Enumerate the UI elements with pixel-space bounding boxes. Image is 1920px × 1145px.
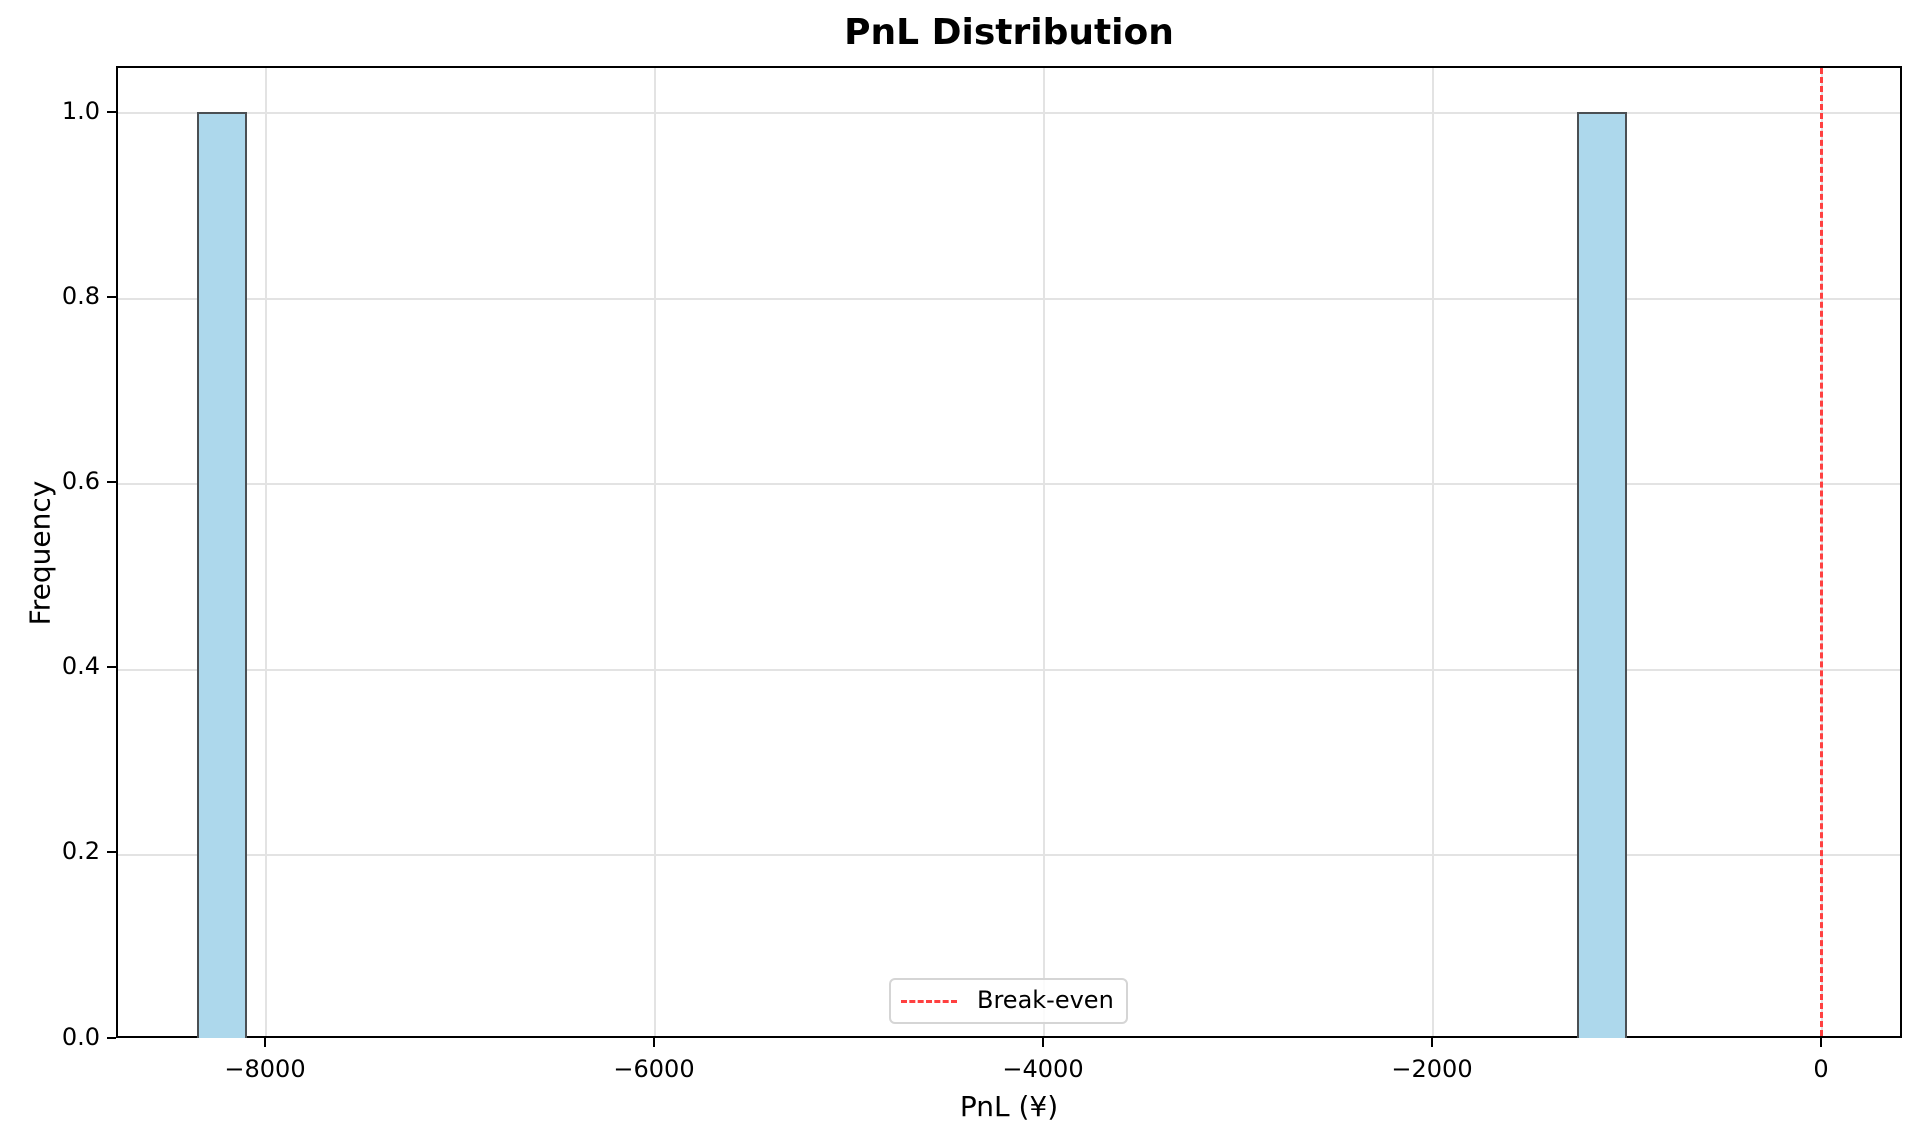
y-tick-label: 1.0 — [61, 97, 100, 125]
y-gridline — [118, 298, 1900, 300]
plot-area: Break-even — [116, 66, 1902, 1038]
y-tick — [107, 296, 116, 298]
x-gridline — [265, 68, 267, 1036]
x-gridline — [654, 68, 656, 1036]
x-tick-label: −4000 — [1002, 1055, 1084, 1083]
y-tick — [107, 111, 116, 113]
y-gridline — [118, 669, 1900, 671]
histogram-bar — [197, 112, 247, 1038]
x-tick — [1431, 1038, 1433, 1047]
histogram-bar — [1577, 112, 1627, 1038]
x-tick-label: −2000 — [1391, 1055, 1473, 1083]
x-gridline — [1432, 68, 1434, 1036]
dashed-line-swatch-icon — [901, 1000, 957, 1003]
y-gridline — [118, 854, 1900, 856]
y-tick-label: 0.0 — [61, 1023, 100, 1051]
x-axis-label: PnL (¥) — [959, 1090, 1059, 1123]
x-tick — [1820, 1038, 1822, 1047]
y-tick — [107, 1037, 116, 1039]
y-tick — [107, 851, 116, 853]
y-tick-label: 0.4 — [61, 652, 100, 680]
y-tick-label: 0.6 — [61, 467, 100, 495]
y-tick — [107, 666, 116, 668]
legend-label: Break-even — [977, 986, 1114, 1014]
x-tick-label: −8000 — [224, 1055, 306, 1083]
y-gridline — [118, 112, 1900, 114]
x-tick — [653, 1038, 655, 1047]
x-tick-label: −6000 — [613, 1055, 695, 1083]
y-gridline — [118, 483, 1900, 485]
x-tick — [1042, 1038, 1044, 1047]
legend: Break-even — [889, 978, 1128, 1024]
y-axis-label: Frequency — [23, 480, 57, 626]
x-gridline — [1043, 68, 1045, 1036]
x-tick — [264, 1038, 266, 1047]
y-tick-label: 0.8 — [61, 282, 100, 310]
break-even-line — [1820, 68, 1823, 1036]
y-tick — [107, 481, 116, 483]
y-tick-label: 0.2 — [61, 837, 100, 865]
x-tick-label: 0 — [1813, 1055, 1829, 1083]
chart-title: PnL Distribution — [844, 12, 1174, 53]
